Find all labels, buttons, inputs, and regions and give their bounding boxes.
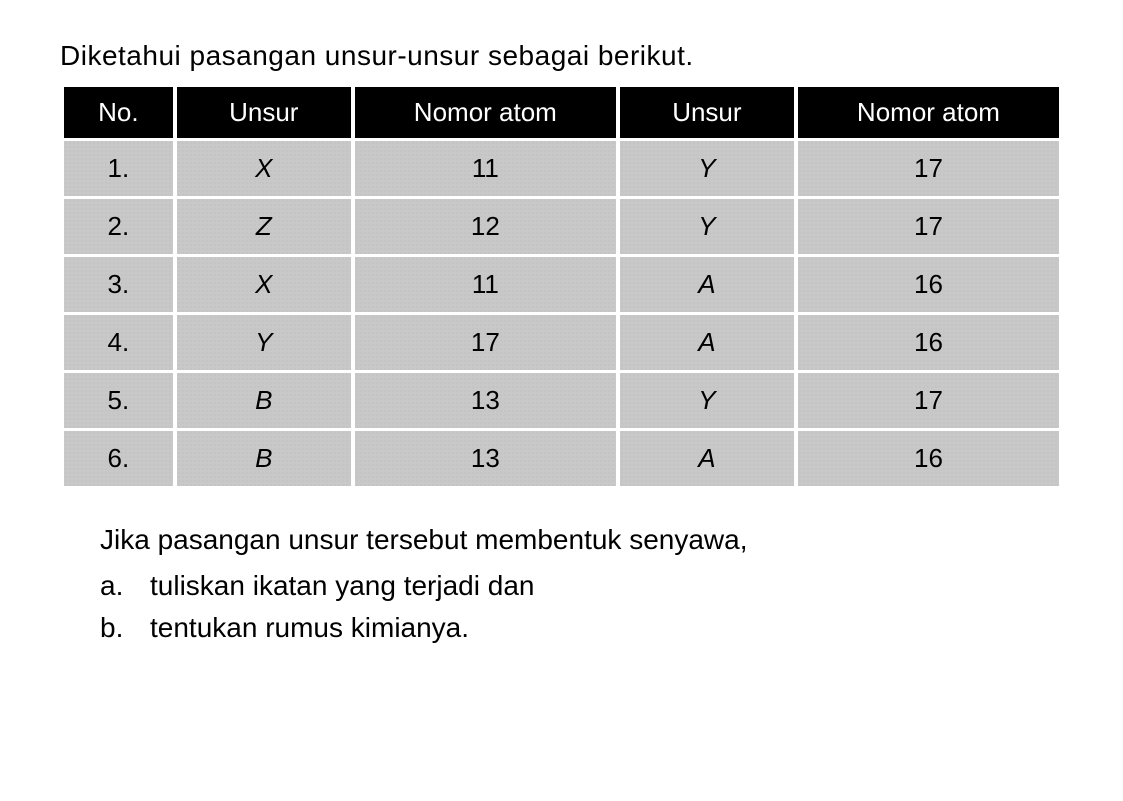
cell-unsur-2: Y bbox=[620, 199, 794, 254]
header-no: No. bbox=[64, 87, 173, 138]
question-item-label: b. bbox=[100, 607, 150, 649]
cell-no: 4. bbox=[64, 315, 173, 370]
question-item: b. tentukan rumus kimianya. bbox=[100, 607, 1063, 649]
cell-unsur-1: X bbox=[177, 257, 351, 312]
cell-unsur-2: A bbox=[620, 431, 794, 486]
cell-nomor-2: 16 bbox=[798, 315, 1059, 370]
table-row: 1. X 11 Y 17 bbox=[64, 141, 1059, 196]
cell-nomor-2: 16 bbox=[798, 431, 1059, 486]
cell-no: 3. bbox=[64, 257, 173, 312]
cell-no: 5. bbox=[64, 373, 173, 428]
cell-nomor-2: 16 bbox=[798, 257, 1059, 312]
cell-nomor-1: 11 bbox=[355, 141, 616, 196]
cell-unsur-1: B bbox=[177, 373, 351, 428]
data-table: No. Unsur Nomor atom Unsur Nomor atom 1.… bbox=[60, 84, 1063, 489]
cell-nomor-1: 13 bbox=[355, 431, 616, 486]
cell-no: 1. bbox=[64, 141, 173, 196]
table-row: 4. Y 17 A 16 bbox=[64, 315, 1059, 370]
cell-nomor-1: 12 bbox=[355, 199, 616, 254]
element-pair-table: No. Unsur Nomor atom Unsur Nomor atom 1.… bbox=[60, 84, 1063, 489]
question-item-text: tuliskan ikatan yang terjadi dan bbox=[150, 565, 534, 607]
cell-no: 2. bbox=[64, 199, 173, 254]
cell-unsur-2: Y bbox=[620, 141, 794, 196]
table-row: 3. X 11 A 16 bbox=[64, 257, 1059, 312]
table-row: 2. Z 12 Y 17 bbox=[64, 199, 1059, 254]
question-block: Jika pasangan unsur tersebut membentuk s… bbox=[60, 519, 1063, 649]
cell-nomor-1: 11 bbox=[355, 257, 616, 312]
cell-nomor-1: 13 bbox=[355, 373, 616, 428]
header-unsur-2: Unsur bbox=[620, 87, 794, 138]
cell-unsur-2: A bbox=[620, 315, 794, 370]
cell-unsur-1: Y bbox=[177, 315, 351, 370]
header-unsur-1: Unsur bbox=[177, 87, 351, 138]
cell-unsur-2: Y bbox=[620, 373, 794, 428]
cell-unsur-1: Z bbox=[177, 199, 351, 254]
table-row: 5. B 13 Y 17 bbox=[64, 373, 1059, 428]
table-row: 6. B 13 A 16 bbox=[64, 431, 1059, 486]
question-item: a. tuliskan ikatan yang terjadi dan bbox=[100, 565, 1063, 607]
table-header-row: No. Unsur Nomor atom Unsur Nomor atom bbox=[64, 87, 1059, 138]
header-nomor-1: Nomor atom bbox=[355, 87, 616, 138]
cell-nomor-2: 17 bbox=[798, 373, 1059, 428]
cell-unsur-2: A bbox=[620, 257, 794, 312]
cell-nomor-2: 17 bbox=[798, 199, 1059, 254]
question-intro: Jika pasangan unsur tersebut membentuk s… bbox=[100, 519, 1063, 561]
cell-nomor-2: 17 bbox=[798, 141, 1059, 196]
cell-no: 6. bbox=[64, 431, 173, 486]
question-item-label: a. bbox=[100, 565, 150, 607]
question-item-text: tentukan rumus kimianya. bbox=[150, 607, 469, 649]
cell-unsur-1: X bbox=[177, 141, 351, 196]
intro-text: Diketahui pasangan unsur-unsur sebagai b… bbox=[60, 40, 1063, 72]
header-nomor-2: Nomor atom bbox=[798, 87, 1059, 138]
cell-unsur-1: B bbox=[177, 431, 351, 486]
cell-nomor-1: 17 bbox=[355, 315, 616, 370]
